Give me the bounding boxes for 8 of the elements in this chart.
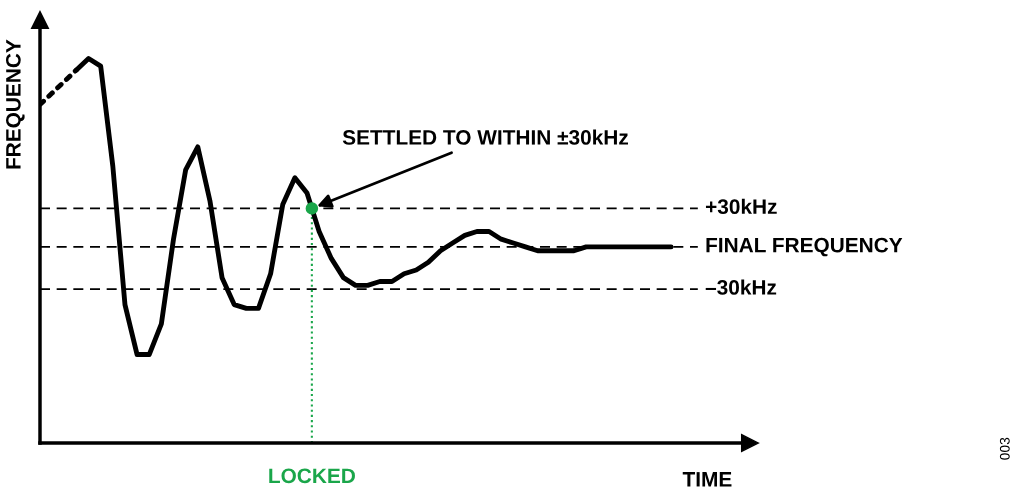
x-axis-title: TIME xyxy=(682,472,732,487)
y-axis-title: FREQUENCY xyxy=(5,39,25,169)
ref-line-label: FINAL FREQUENCY xyxy=(706,237,903,257)
annotation: SETTLED TO WITHIN ±30kHz xyxy=(342,129,628,145)
text: 003 xyxy=(999,437,1010,460)
text: LOCKED xyxy=(269,468,355,484)
ref-line-label: +30kHz xyxy=(705,198,777,215)
ref-line-label: –30kHz xyxy=(705,279,777,295)
